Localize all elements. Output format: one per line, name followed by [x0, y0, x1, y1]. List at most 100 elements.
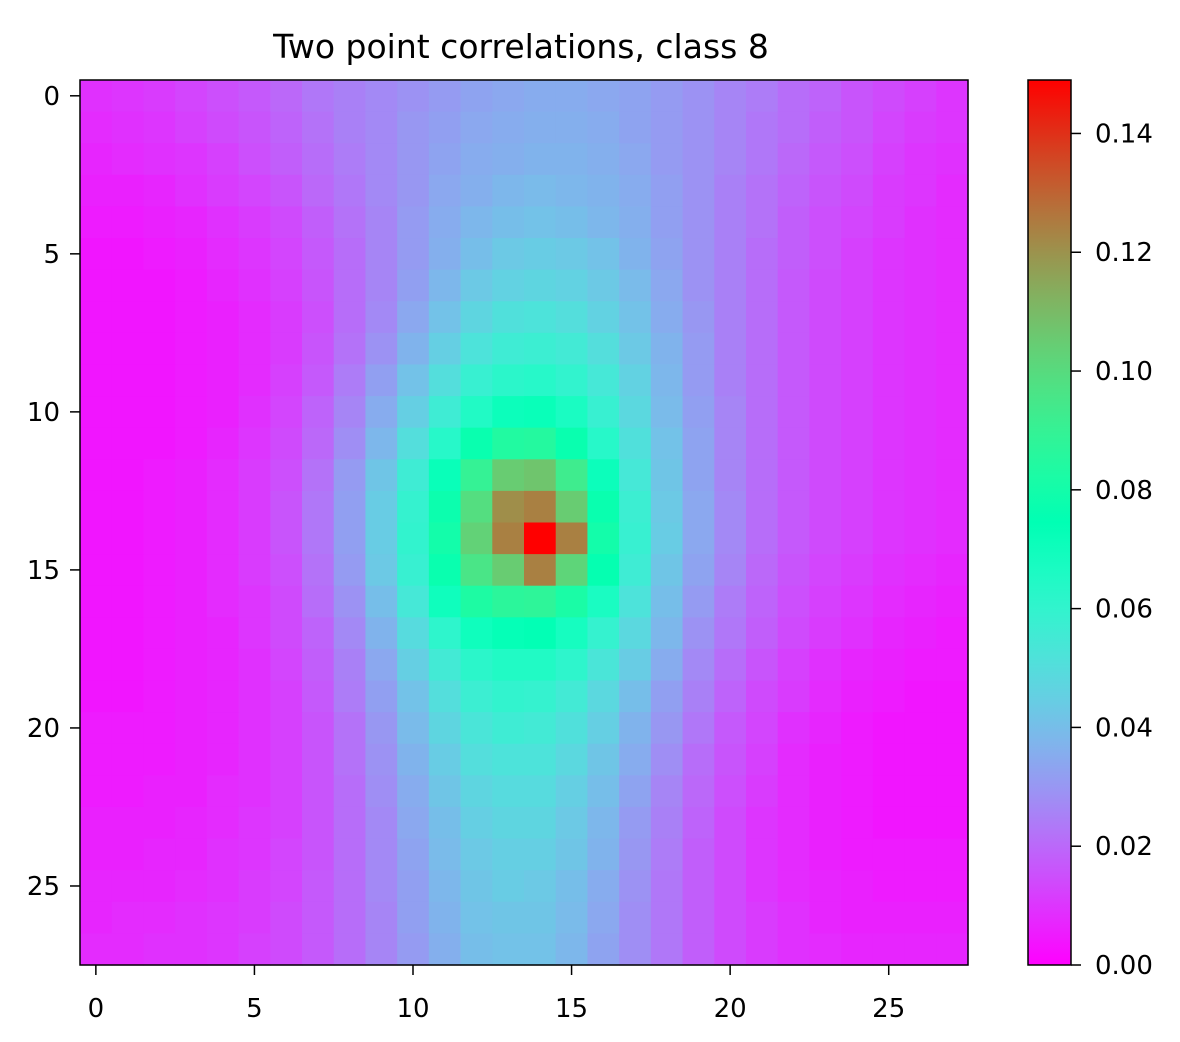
heatmap-cell [397, 332, 430, 366]
heatmap-cell [936, 396, 969, 429]
heatmap-cell [428, 775, 462, 808]
heatmap-cell [524, 806, 557, 840]
heatmap-cell [80, 870, 113, 903]
heatmap-cell [587, 806, 620, 840]
heatmap-cell [841, 427, 874, 460]
heatmap-cell [714, 617, 747, 650]
heatmap-cell [587, 712, 620, 745]
heatmap-cell [872, 775, 906, 808]
heatmap-cell [365, 554, 398, 587]
heatmap-cell [238, 522, 271, 555]
heatmap-cell [397, 901, 430, 934]
heatmap-cell [809, 269, 842, 302]
heatmap-cell [904, 206, 937, 239]
heatmap-cell [492, 396, 525, 429]
heatmap-cell [936, 680, 969, 713]
heatmap-cell [302, 648, 335, 682]
heatmap-cell [175, 775, 208, 808]
heatmap-cell [80, 301, 113, 334]
heatmap-cell [270, 143, 303, 176]
heatmap-cell [936, 490, 969, 524]
heatmap-cell [460, 712, 493, 745]
x-tick-label: 20 [714, 994, 747, 1024]
heatmap-cell [619, 80, 652, 113]
heatmap-cell [80, 143, 113, 176]
heatmap-cell [333, 870, 367, 903]
heatmap-cell [587, 743, 620, 776]
heatmap-cell [492, 459, 525, 492]
heatmap-cell [904, 680, 937, 713]
heatmap-cell [524, 490, 557, 524]
heatmap-cell [682, 743, 715, 776]
heatmap-cell [682, 174, 715, 208]
heatmap-cell [80, 806, 113, 840]
heatmap-cell [872, 648, 906, 682]
heatmap-cell [333, 427, 367, 460]
heatmap-cell [80, 206, 113, 239]
heatmap-cell [682, 775, 715, 808]
heatmap-cell [904, 80, 937, 113]
heatmap-cell [587, 838, 620, 871]
heatmap-cell [714, 775, 747, 808]
heatmap-cell [746, 901, 779, 934]
heatmap-cell [428, 617, 462, 650]
heatmap-cell [650, 238, 684, 271]
heatmap-cell [270, 269, 303, 302]
heatmap-cell [872, 838, 906, 871]
heatmap-cell [428, 680, 462, 713]
heatmap-cell [809, 206, 842, 239]
heatmap-cell [809, 775, 842, 808]
heatmap-cell [365, 743, 398, 776]
heatmap-cell [365, 522, 398, 555]
heatmap-cell [682, 269, 715, 302]
heatmap-cell [270, 490, 303, 524]
heatmap-cell [460, 206, 493, 239]
heatmap-cell [524, 554, 557, 587]
heatmap-cell [143, 396, 176, 429]
heatmap-cell [270, 459, 303, 492]
heatmap-cell [397, 301, 430, 334]
heatmap-cell [428, 269, 462, 302]
heatmap-cell [682, 712, 715, 745]
heatmap-cell [555, 301, 589, 334]
heatmap-cell [492, 301, 525, 334]
heatmap-cell [650, 870, 684, 903]
heatmap-cell [365, 206, 398, 239]
heatmap-cell [270, 617, 303, 650]
heatmap-cell [714, 427, 747, 460]
heatmap-cell [80, 933, 113, 966]
heatmap-cell [904, 870, 937, 903]
heatmap-cell [460, 396, 493, 429]
heatmap-cell [492, 206, 525, 239]
heatmap-cell [650, 901, 684, 934]
heatmap-cell [777, 933, 811, 966]
y-tick-label: 25 [27, 872, 60, 902]
heatmap-cell [238, 806, 271, 840]
heatmap-cell [270, 301, 303, 334]
heatmap-cell [80, 238, 113, 271]
heatmap-cell [111, 680, 145, 713]
heatmap-cell [777, 648, 811, 682]
x-axis: 0 5 10 15 20 25 [88, 965, 905, 1024]
heatmap-cell [524, 206, 557, 239]
heatmap-cell [524, 111, 557, 144]
heatmap-cell [809, 111, 842, 144]
heatmap-cell [777, 680, 811, 713]
heatmap-cell [397, 111, 430, 144]
heatmap-cell [270, 364, 303, 397]
heatmap-cell [365, 680, 398, 713]
plot-frame [79, 79, 969, 966]
heatmap-cell [365, 933, 398, 966]
heatmap-cell [714, 206, 747, 239]
y-axis: 0 5 10 15 20 25 [27, 82, 80, 902]
heatmap-cell [524, 364, 557, 397]
heatmap-cell [143, 585, 176, 618]
heatmap-cell [872, 617, 906, 650]
heatmap-cell [904, 427, 937, 460]
heatmap-cell [619, 617, 652, 650]
heatmap-cell [270, 712, 303, 745]
heatmap-cell [650, 680, 684, 713]
heatmap-cell [365, 838, 398, 871]
heatmap-cell [397, 206, 430, 239]
heatmap-cell [746, 301, 779, 334]
